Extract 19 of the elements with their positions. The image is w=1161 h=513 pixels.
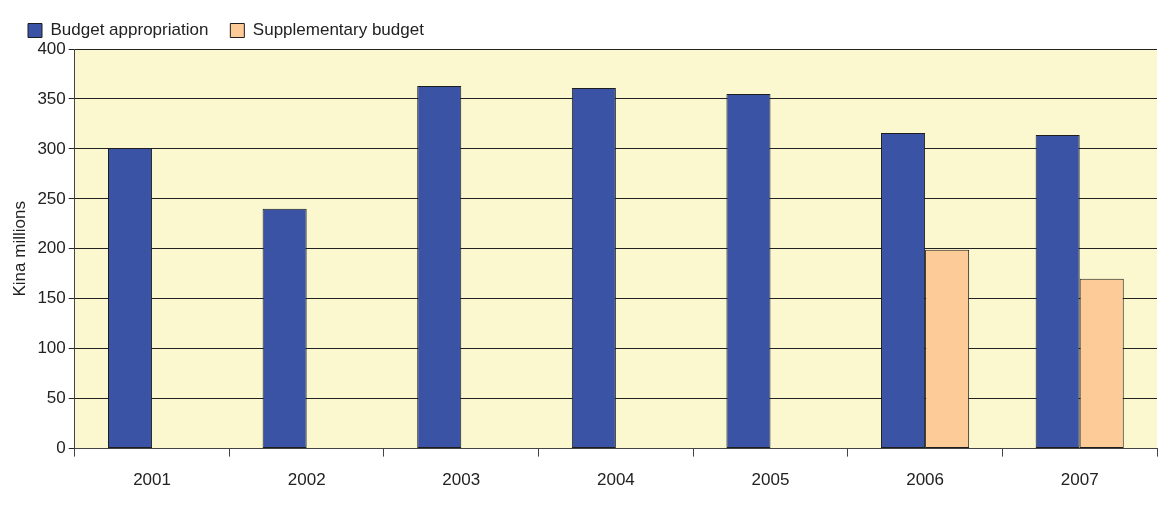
x-tick-label: 2002 [287,470,326,490]
y-tick-label: 350 [37,88,66,108]
x-tick-label: 2005 [751,470,790,490]
y-tick-label: 300 [37,138,66,158]
y-tick-label: 150 [37,288,66,308]
y-tick-label: 250 [37,188,66,208]
y-tick-label: 200 [37,238,66,258]
x-tick-label: 2007 [1060,470,1099,490]
x-tick-label: 2001 [133,470,171,490]
x-tick-label: 2004 [596,470,635,490]
legend-label: Budget appropriation [50,20,209,40]
y-tick-label: 50 [46,388,66,408]
legend-label: Supplementary budget [252,20,425,40]
y-tick-label: 0 [56,438,66,458]
x-tick-label: 2003 [442,470,481,490]
y-axis-title: Kina millions [9,201,29,297]
y-tick-label: 400 [37,38,66,58]
y-tick-label: 100 [37,338,66,358]
x-tick-label: 2006 [906,470,945,490]
